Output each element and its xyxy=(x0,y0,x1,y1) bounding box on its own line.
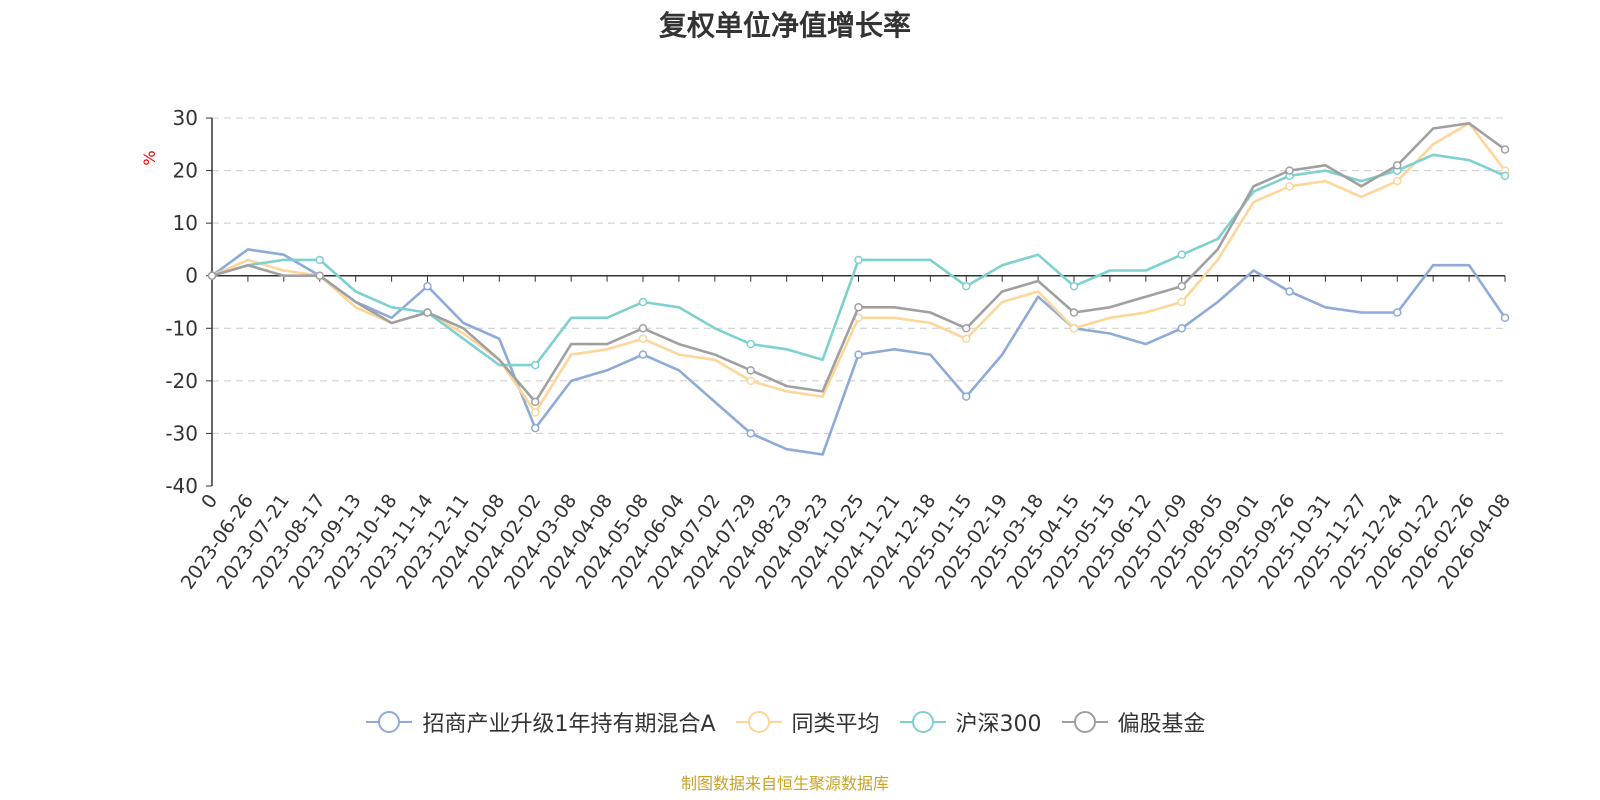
legend-item[interactable]: 招商产业升级1年持有期混合A xyxy=(364,706,716,738)
data-point xyxy=(1500,313,1510,323)
data-point xyxy=(962,392,971,401)
y-tick-label: 0 xyxy=(185,264,198,288)
data-point xyxy=(423,281,432,291)
data-point xyxy=(1177,324,1186,333)
data-point xyxy=(1177,297,1186,307)
data-point xyxy=(1393,308,1402,317)
legend-label: 偏股基金 xyxy=(1117,712,1206,737)
y-tick-label: 30 xyxy=(173,106,198,130)
legend-item[interactable]: 偏股基金 xyxy=(1060,706,1206,738)
series-lines xyxy=(207,122,1510,456)
legend-label: 招商产业升级1年持有期混合A xyxy=(422,712,716,737)
data-point xyxy=(854,255,863,265)
line-chart: 3020100-10-20-30-40%02023-06-262023-07-2… xyxy=(140,106,1515,593)
data-point xyxy=(746,366,755,375)
y-tick-label: -20 xyxy=(165,369,198,393)
data-point xyxy=(746,429,755,438)
chart-title: 复权单位净值增长率 xyxy=(658,9,911,42)
data-point xyxy=(423,308,432,317)
legend-swatch-icon xyxy=(366,711,413,733)
legend-label: 沪深300 xyxy=(955,712,1042,737)
y-tick-label: 20 xyxy=(173,159,198,183)
data-point xyxy=(531,408,540,417)
data-point xyxy=(1285,287,1294,296)
y-tick-label: 10 xyxy=(173,211,198,235)
y-axis-label: % xyxy=(140,150,159,165)
data-point xyxy=(746,339,755,349)
data-point xyxy=(1069,281,1079,291)
data-point xyxy=(1069,308,1079,317)
data-point xyxy=(1393,176,1402,186)
data-point xyxy=(638,297,648,307)
legend-item[interactable]: 沪深300 xyxy=(898,706,1042,738)
data-point xyxy=(1285,166,1294,175)
data-point xyxy=(315,255,324,265)
legend-swatch-icon xyxy=(735,711,782,733)
y-tick-label: -30 xyxy=(165,421,198,445)
data-point xyxy=(531,423,540,433)
data-point xyxy=(1393,161,1402,170)
data-point xyxy=(1500,171,1510,181)
axes xyxy=(206,117,1506,487)
data-point xyxy=(1285,182,1294,191)
data-point xyxy=(746,376,755,386)
data-point xyxy=(638,324,648,333)
data-point xyxy=(1177,281,1186,291)
legend-label: 同类平均 xyxy=(791,712,880,737)
data-point xyxy=(638,350,648,359)
data-point xyxy=(315,271,324,280)
data-point xyxy=(1069,324,1079,333)
data-point xyxy=(1500,145,1510,154)
data-point xyxy=(638,334,648,344)
source-note: 制图数据来自恒生聚源数据库 xyxy=(680,774,889,793)
data-point xyxy=(962,281,971,291)
y-tick-label: -10 xyxy=(165,316,198,340)
data-point xyxy=(531,360,540,370)
data-point xyxy=(854,350,863,359)
data-point xyxy=(207,271,217,280)
legend-item[interactable]: 同类平均 xyxy=(734,706,880,738)
data-point xyxy=(962,324,971,333)
data-point xyxy=(854,303,863,312)
data-point xyxy=(531,397,540,407)
y-tick-label: -40 xyxy=(165,474,198,498)
legend-swatch-icon xyxy=(899,711,946,733)
data-point xyxy=(1177,250,1186,259)
legend: 招商产业升级1年持有期混合A 同类平均 沪深300 偏股基金 xyxy=(0,706,1570,738)
data-point xyxy=(962,334,971,344)
x-tick-label: 0 xyxy=(197,490,222,513)
legend-swatch-icon xyxy=(1061,711,1108,733)
